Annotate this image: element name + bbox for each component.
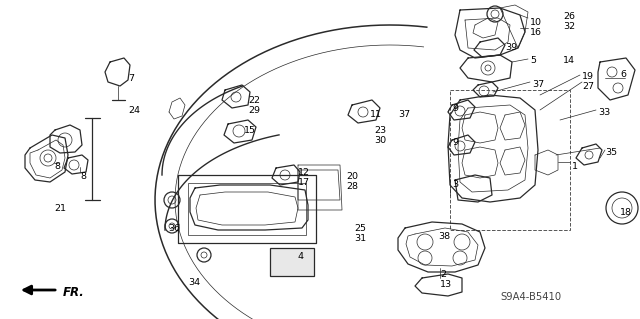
Bar xyxy=(270,248,314,276)
Bar xyxy=(178,175,316,243)
Text: 2: 2 xyxy=(440,270,446,279)
Text: 13: 13 xyxy=(440,280,452,289)
Text: 21: 21 xyxy=(54,204,66,213)
Text: 38: 38 xyxy=(438,232,450,241)
Text: 9: 9 xyxy=(452,138,458,147)
Text: 34: 34 xyxy=(188,278,200,287)
Text: 36: 36 xyxy=(168,224,180,233)
Text: 26: 26 xyxy=(563,12,575,21)
Text: 10: 10 xyxy=(530,18,542,27)
Text: 16: 16 xyxy=(530,28,542,37)
Text: S9A4-B5410: S9A4-B5410 xyxy=(500,292,561,302)
Text: 7: 7 xyxy=(128,74,134,83)
Text: 11: 11 xyxy=(370,110,382,119)
Text: 37: 37 xyxy=(398,110,410,119)
Text: 23: 23 xyxy=(374,126,386,135)
Text: 27: 27 xyxy=(582,82,594,91)
Text: 37: 37 xyxy=(532,80,544,89)
Text: 24: 24 xyxy=(128,106,140,115)
Text: 22: 22 xyxy=(248,96,260,105)
Text: 12: 12 xyxy=(298,168,310,177)
Text: 25: 25 xyxy=(354,224,366,233)
Text: 19: 19 xyxy=(582,72,594,81)
Text: 20: 20 xyxy=(346,172,358,181)
Bar xyxy=(188,183,306,235)
Text: 14: 14 xyxy=(563,56,575,65)
Text: 28: 28 xyxy=(346,182,358,191)
Text: 33: 33 xyxy=(598,108,611,117)
Text: 17: 17 xyxy=(298,178,310,187)
Text: 39: 39 xyxy=(505,43,517,52)
Text: 29: 29 xyxy=(248,106,260,115)
Text: 4: 4 xyxy=(298,252,304,261)
Text: 18: 18 xyxy=(620,208,632,217)
Text: 1: 1 xyxy=(572,162,578,171)
Text: 3: 3 xyxy=(452,180,458,189)
Text: 30: 30 xyxy=(374,136,386,145)
Text: 8: 8 xyxy=(54,162,60,171)
Text: 32: 32 xyxy=(563,22,575,31)
Text: 5: 5 xyxy=(530,56,536,65)
Bar xyxy=(450,90,570,230)
Text: 31: 31 xyxy=(354,234,366,243)
Text: 15: 15 xyxy=(244,126,256,135)
Text: FR.: FR. xyxy=(63,286,84,299)
Text: 6: 6 xyxy=(620,70,626,79)
Text: 9: 9 xyxy=(452,104,458,113)
Text: 8: 8 xyxy=(80,172,86,181)
Text: 35: 35 xyxy=(605,148,617,157)
